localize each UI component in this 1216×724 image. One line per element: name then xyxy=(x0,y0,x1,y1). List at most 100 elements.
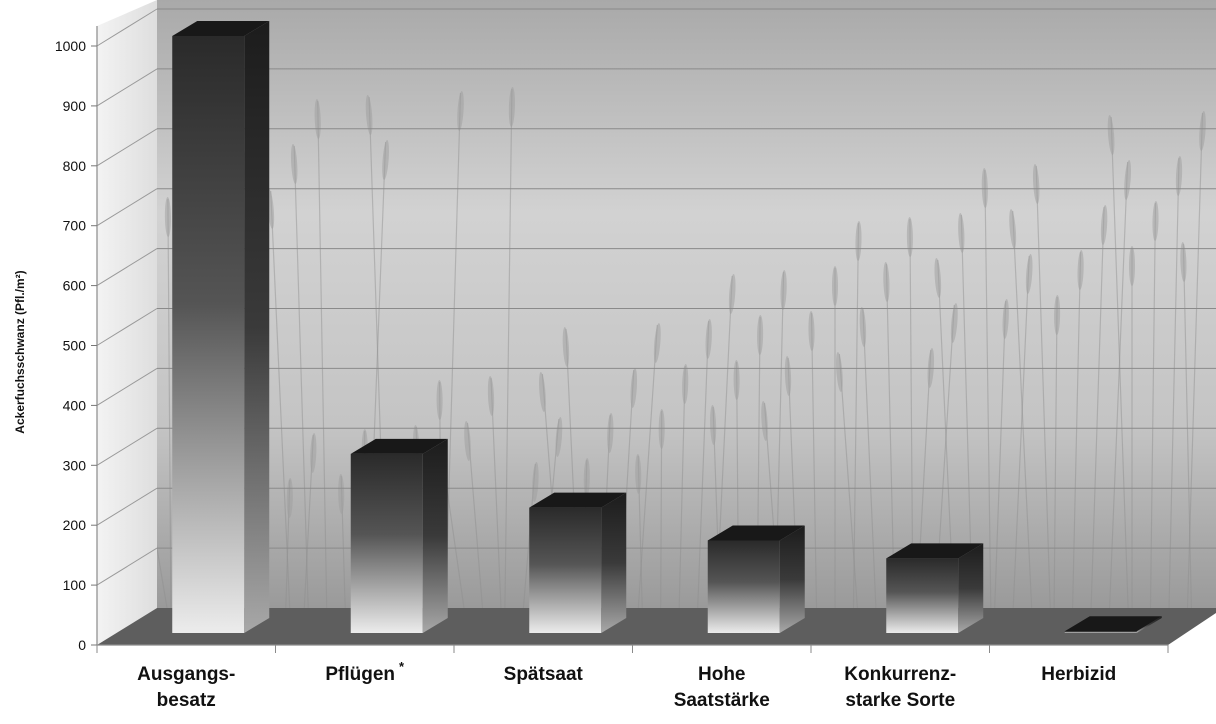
grass-stroke xyxy=(838,353,858,609)
grass-stroke xyxy=(490,377,502,609)
bar-top xyxy=(1064,616,1162,632)
grass-head xyxy=(382,140,389,180)
grass-stroke xyxy=(167,198,172,609)
bar-side xyxy=(601,492,627,633)
grass-stroke xyxy=(270,190,291,609)
grass-head xyxy=(1124,160,1131,200)
grass-head xyxy=(761,401,768,441)
grass-stroke xyxy=(885,263,895,609)
x-category-label: Spätsaat xyxy=(504,664,584,685)
grass-head xyxy=(832,266,838,306)
grass-stroke xyxy=(960,214,973,609)
bar xyxy=(1064,616,1162,633)
grass-head xyxy=(950,303,958,343)
back-wall xyxy=(157,0,1216,608)
bar-side xyxy=(1136,616,1162,633)
grass-head xyxy=(981,168,988,208)
x-category-label: Herbizid xyxy=(1041,664,1116,685)
grass-head xyxy=(457,91,464,131)
gridline-side xyxy=(96,308,158,346)
bars xyxy=(172,21,1162,633)
gridline-side xyxy=(96,8,158,47)
grass-stroke xyxy=(1110,116,1129,609)
grass-head xyxy=(436,380,443,420)
grass-head xyxy=(508,87,515,127)
grass-head xyxy=(290,144,298,184)
gridline-side xyxy=(96,68,158,107)
axes: 0 100 200 300 400 500 600 700 800 900 1000 Ausgangs… xyxy=(55,26,1169,711)
grass-head xyxy=(1077,250,1084,290)
grass-stroke xyxy=(984,169,992,609)
grass-head xyxy=(934,258,942,298)
bar-front xyxy=(172,36,245,633)
grass-head xyxy=(539,372,546,412)
grass-head xyxy=(630,368,638,408)
grass-stroke xyxy=(637,324,658,609)
y-tick-label: 200 xyxy=(63,517,87,533)
bar-top xyxy=(707,525,805,541)
grass-head xyxy=(555,417,563,457)
y-axis-label: Ackerfuchsschwanz (Pfl./m²) xyxy=(13,270,27,433)
y-tick-label: 100 xyxy=(63,577,87,593)
grass-stroke xyxy=(862,308,877,609)
y-tick-label: 800 xyxy=(63,158,87,174)
grass-head xyxy=(1199,111,1206,151)
grass-stroke xyxy=(444,92,462,609)
y-tick-label: 600 xyxy=(63,278,87,294)
grass-head xyxy=(338,474,345,514)
bar-front xyxy=(529,507,602,633)
bar-top xyxy=(886,543,984,559)
y-tick-label: 0 xyxy=(78,637,86,653)
grass-head xyxy=(532,462,539,502)
grass-stroke xyxy=(678,365,686,609)
grass-head xyxy=(1100,205,1108,245)
grass-head xyxy=(780,270,787,310)
grass-stroke xyxy=(1072,251,1082,609)
bar-side xyxy=(958,543,984,633)
grass-stroke xyxy=(909,218,914,609)
grass-head xyxy=(635,454,642,494)
grass-head xyxy=(757,315,764,355)
grass-head xyxy=(1032,164,1040,204)
grass-stroke xyxy=(852,222,860,609)
gridline-side xyxy=(96,547,158,586)
bar-side xyxy=(244,21,270,633)
grass-head xyxy=(1107,115,1115,155)
grass-head xyxy=(1129,246,1135,286)
bar xyxy=(707,525,805,633)
bar xyxy=(886,543,984,633)
grass-head xyxy=(859,307,867,347)
grass-head xyxy=(365,95,373,135)
y-tick-label: 900 xyxy=(63,98,87,114)
grass-stroke xyxy=(317,100,328,609)
grass-stroke xyxy=(1090,206,1105,609)
grass-head xyxy=(958,213,965,253)
grass-head xyxy=(1009,209,1017,249)
bar xyxy=(172,21,270,633)
gridline-side xyxy=(96,367,158,406)
grass-stroke xyxy=(1053,296,1058,609)
grass-head xyxy=(710,405,717,445)
gridline-side xyxy=(96,487,158,526)
bar xyxy=(529,492,627,633)
grass-head xyxy=(1180,242,1187,282)
x-category-label: Konkurrenz-starke Sorte xyxy=(844,664,956,711)
grass-head xyxy=(1025,254,1033,294)
bar-front xyxy=(707,540,780,633)
grass-stroke xyxy=(1035,165,1051,609)
x-category-label: Pflügen * xyxy=(325,659,405,685)
grass-stroke xyxy=(1186,112,1204,609)
y-tick-label: 700 xyxy=(63,218,87,234)
grass-head xyxy=(653,323,661,363)
grass-stroke xyxy=(504,88,513,609)
grass-head xyxy=(310,433,317,473)
gridlines xyxy=(96,8,1216,586)
bar-side xyxy=(779,525,805,633)
y-tick-label: 1000 xyxy=(55,38,86,54)
grass-head xyxy=(487,376,495,416)
grass-stroke xyxy=(1109,161,1129,609)
grass-head xyxy=(836,352,843,392)
grass-stroke xyxy=(1182,243,1192,609)
